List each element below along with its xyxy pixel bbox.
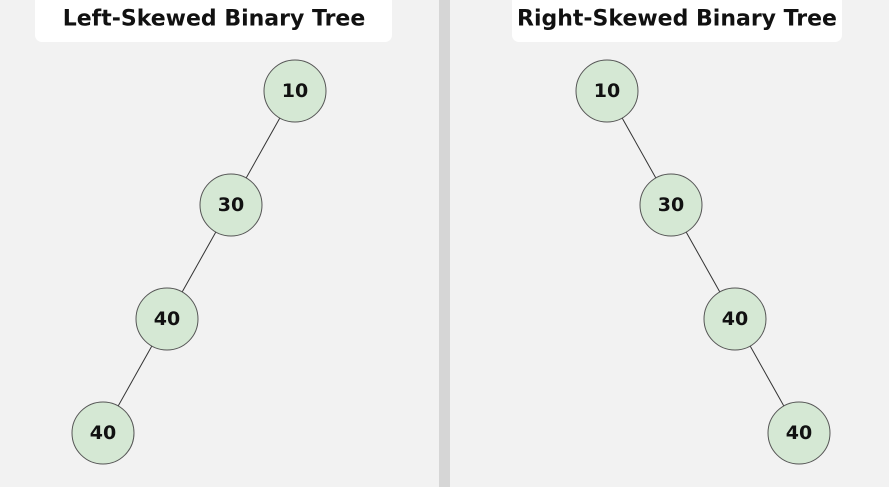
tree-node bbox=[767, 401, 831, 465]
node-label: 40 bbox=[154, 308, 180, 330]
panel-title: Right-Skewed Binary Tree bbox=[517, 7, 837, 32]
node-label: 40 bbox=[786, 422, 812, 444]
title-box bbox=[35, 0, 392, 42]
node-label: 10 bbox=[282, 80, 308, 102]
tree-node bbox=[703, 287, 767, 351]
tree-node bbox=[639, 173, 703, 237]
tree-node bbox=[199, 173, 263, 237]
panel-title: Left-Skewed Binary Tree bbox=[63, 7, 366, 32]
tree-node bbox=[71, 401, 135, 465]
node-label: 40 bbox=[722, 308, 748, 330]
tree-node bbox=[135, 287, 199, 351]
node-label: 10 bbox=[594, 80, 620, 102]
tree-node bbox=[575, 59, 639, 123]
tree-node bbox=[263, 59, 327, 123]
title-box bbox=[512, 0, 842, 42]
node-label: 30 bbox=[218, 194, 244, 216]
divider bbox=[439, 0, 450, 487]
node-label: 30 bbox=[658, 194, 684, 216]
node-label: 40 bbox=[90, 422, 116, 444]
